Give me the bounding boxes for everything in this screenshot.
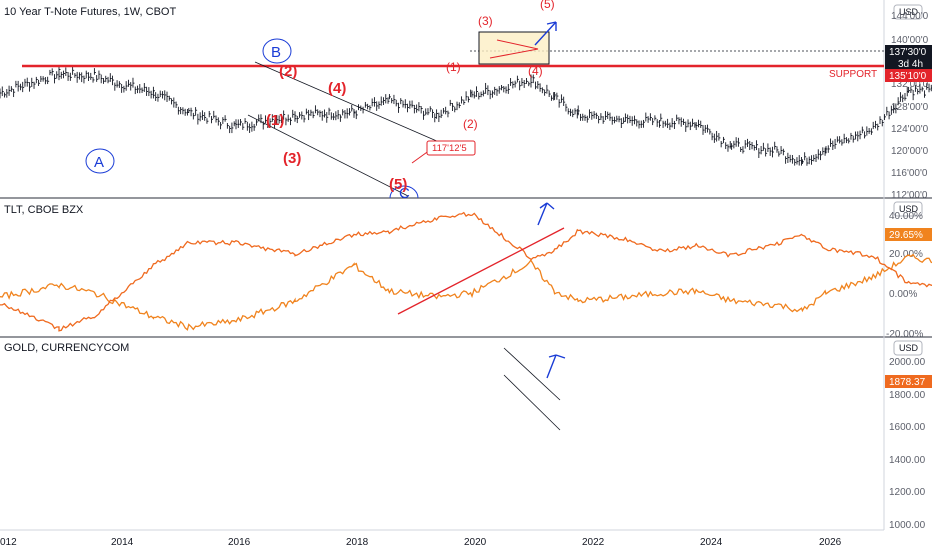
svg-text:137'30'0: 137'30'0 [889,47,927,58]
gold-target-arrow-icon [546,354,566,379]
tnote-ytick: 120'00'0 [891,146,929,157]
x-tick-label: 2026 [819,537,842,548]
gold-ytick: 1800.00 [889,390,926,401]
wave-label-4: (4) [328,80,346,97]
support-price-badge: 135'10'0 [885,69,932,82]
tlt-ytick: -20.00% [886,329,923,340]
x-tick-label: 2020 [464,537,487,548]
tlt-line [0,253,932,331]
tnote-ytick: 116'00'0 [891,168,928,179]
tlt-target-arrow-icon [537,202,555,226]
svg-text:117'12'5: 117'12'5 [432,143,467,154]
gold-channel-upper [503,347,561,401]
gold-ytick: 1000.00 [889,520,926,531]
tlt-ytick: 40.00% [889,211,923,222]
gold-channel-lower [503,374,561,431]
low-price-callout: 117'12'5 [426,140,476,156]
tnote-ytick: 128'00'0 [891,102,929,113]
wave-label-3-new: (3) [478,14,493,28]
tnote-ytick: 124'00'0 [891,124,929,135]
tlt-currency-button[interactable]: USD [893,201,923,217]
gold-ytick: 1600.00 [889,422,926,433]
tlt-ytick: 0.00% [889,289,917,300]
support-label: SUPPORT [829,69,877,80]
tnote-ytick: 140'00'0 [891,35,929,46]
svg-text:135'10'0: 135'10'0 [889,71,927,82]
x-tick-label: 2018 [346,537,369,548]
svg-text:B: B [271,44,281,61]
svg-text:USD: USD [899,343,919,353]
svg-text:USD: USD [899,7,919,17]
svg-text:C: C [399,185,410,202]
x-tick-label: 2022 [582,537,605,548]
wave-label-2-new: (2) [463,117,478,131]
tnote-title: 10 Year T-Note Futures, 1W, CBOT [4,6,176,18]
tlt-title: TLT, CBOE BZX [4,204,84,216]
tnote-price-series [0,65,932,166]
wave-label-5-new: (5) [540,0,555,11]
svg-text:3d 4h: 3d 4h [898,59,923,70]
tnote-target-arrow-icon [534,21,557,46]
wave-label-4-new: (4) [528,64,543,78]
gold-title: GOLD, CURRENCYCOM [4,342,129,354]
wave-b-circle: B [262,38,292,64]
wave-c-circle: C [389,185,419,202]
tnote-ytick: 144'00'0 [891,11,929,22]
tnote-currency-button[interactable]: USD [893,4,923,20]
wave-label-1-new: (1) [446,60,461,74]
x-tick-label: 2016 [228,537,251,548]
countdown-badge: 3d 4h [885,57,932,70]
wave-label-2: (2) [279,63,297,80]
wave-label-5: (5) [389,176,407,193]
x-tick-label: 2014 [111,537,134,548]
gold-last-badge: 1878.37 [885,375,932,388]
gold-currency-button[interactable]: USD [893,340,923,356]
wave-a-circle: A [85,148,115,174]
tlt-series [0,253,932,331]
tlt-last-badge: 29.65% [885,228,932,241]
channel-lower-line [247,114,409,197]
channel-upper-line [254,61,463,153]
last-price-badge: 137'30'0 [885,45,932,58]
svg-text:A: A [94,154,104,171]
svg-text:29.65%: 29.65% [889,230,923,241]
gold-line [0,211,932,332]
svg-text:1878.37: 1878.37 [889,377,926,388]
gold-ytick: 2000.00 [889,357,926,368]
wave-label-3: (3) [283,150,301,167]
svg-text:USD: USD [899,204,919,214]
gold-series [0,211,932,332]
consolidation-box [478,31,550,65]
wave-label-1: (1) [266,112,284,129]
triangle-pattern [489,39,539,59]
x-tick-label: 2024 [700,537,723,548]
tnote-ytick: 132'00'0 [891,79,929,90]
gold-ytick: 1200.00 [889,487,926,498]
tlt-ytick: 20.00% [889,249,923,260]
tnote-ytick: 112'00'0 [891,190,928,201]
gold-ytick: 1400.00 [889,455,926,466]
tlt-trendline [397,227,565,315]
x-tick-label: 012 [0,537,17,548]
